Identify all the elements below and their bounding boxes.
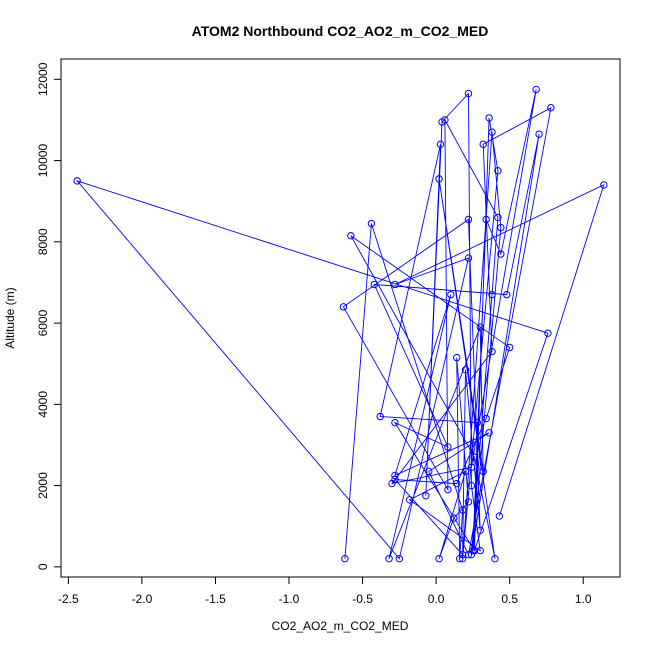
data-point xyxy=(341,555,349,563)
data-point xyxy=(458,506,467,514)
data-point xyxy=(444,485,452,494)
y-tick-label: 10000 xyxy=(36,144,50,178)
data-point xyxy=(73,177,81,185)
y-tick-label: 4000 xyxy=(36,391,50,418)
data-point xyxy=(464,215,473,224)
data-point xyxy=(494,167,502,175)
x-tick-label: -2.5 xyxy=(58,592,79,606)
y-axis: 0 2000 4000 6000 8000 10000 12000 xyxy=(36,62,61,570)
data-point xyxy=(497,223,505,232)
series-line xyxy=(75,89,605,560)
data-point xyxy=(461,366,470,374)
data-point xyxy=(453,353,461,362)
data-point xyxy=(447,290,455,299)
data-point xyxy=(470,546,479,555)
chart-title: ATOM2 Northbound CO2_AO2_m_CO2_MED xyxy=(192,23,489,39)
data-point xyxy=(339,303,348,311)
data-point xyxy=(436,140,445,149)
data-point xyxy=(479,467,487,476)
data-point xyxy=(435,175,443,183)
data-point xyxy=(485,429,493,437)
data-point xyxy=(488,290,496,299)
x-axis: -2.5 -2.0 -1.5 -1.0 -0.5 0.0 0.5 1.0 xyxy=(58,577,592,606)
data-point xyxy=(435,555,443,563)
y-tick-label: 8000 xyxy=(36,228,50,255)
data-point xyxy=(476,323,484,331)
data-point xyxy=(441,116,449,124)
data-point xyxy=(467,463,476,472)
data-point xyxy=(461,467,470,476)
data-point xyxy=(464,89,473,98)
data-point xyxy=(479,140,487,149)
data-point xyxy=(367,219,376,228)
data-point xyxy=(395,555,404,563)
x-tick-label: 0.0 xyxy=(428,592,445,606)
y-tick-label: 12000 xyxy=(36,62,50,96)
data-point xyxy=(491,555,499,563)
data-point xyxy=(505,343,514,352)
data-point xyxy=(488,347,496,356)
plot-frame xyxy=(60,58,621,578)
data-point xyxy=(476,526,484,534)
data-point xyxy=(391,475,399,484)
data-point xyxy=(370,280,379,289)
data-point xyxy=(485,114,493,122)
y-tick-label: 2000 xyxy=(36,472,50,499)
data-point xyxy=(494,213,502,222)
x-tick-label: -1.0 xyxy=(279,592,300,606)
data-point xyxy=(470,453,479,461)
data-point xyxy=(385,555,393,563)
data-point xyxy=(391,418,399,427)
series-polyline xyxy=(75,89,605,560)
data-point xyxy=(495,512,504,520)
data-point xyxy=(467,481,476,490)
data-point xyxy=(453,479,461,488)
x-tick-label: -0.5 xyxy=(352,592,373,606)
data-point xyxy=(376,412,384,421)
series-points xyxy=(73,85,608,563)
data-point xyxy=(544,329,552,337)
x-tick-label: 1.0 xyxy=(575,592,592,606)
data-point xyxy=(347,232,355,240)
x-axis-label: CO2_AO2_m_CO2_MED xyxy=(272,619,409,633)
data-point xyxy=(535,130,543,138)
data-point xyxy=(405,496,414,504)
y-tick-label: 6000 xyxy=(36,309,50,336)
data-point xyxy=(547,104,555,112)
data-point xyxy=(458,555,467,563)
data-point xyxy=(482,215,490,224)
x-tick-label: -2.0 xyxy=(132,592,153,606)
data-point xyxy=(482,414,490,423)
x-tick-label: -1.5 xyxy=(205,592,226,606)
data-point xyxy=(600,181,608,189)
data-point xyxy=(532,85,540,94)
data-point xyxy=(458,550,467,559)
data-point xyxy=(391,471,399,480)
data-point xyxy=(476,546,484,555)
data-point xyxy=(488,128,496,136)
x-tick-label: 0.5 xyxy=(501,592,518,606)
data-point xyxy=(422,492,430,500)
data-point xyxy=(464,498,473,506)
data-point xyxy=(464,550,473,559)
data-point xyxy=(503,290,511,299)
y-tick-label: 0 xyxy=(36,563,50,570)
data-point xyxy=(450,514,458,522)
data-point xyxy=(473,418,482,427)
data-point xyxy=(497,250,505,258)
data-point xyxy=(444,443,452,451)
data-point xyxy=(425,467,433,476)
y-axis-label: Altitude (m) xyxy=(3,287,17,348)
data-point xyxy=(464,254,473,262)
data-point xyxy=(391,280,399,289)
